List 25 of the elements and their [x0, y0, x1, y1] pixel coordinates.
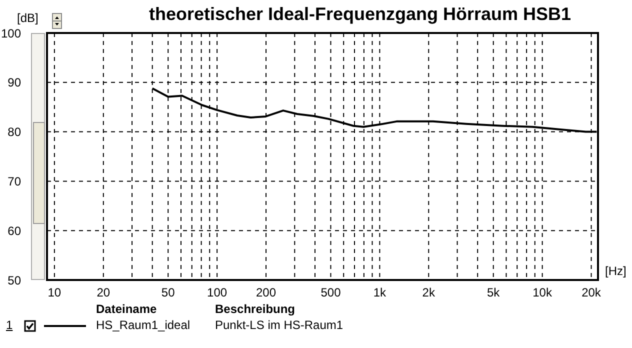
x-tick-label: 5k: [487, 286, 501, 300]
x-tick-label: 10k: [532, 286, 553, 300]
chart-title: theoretischer Ideal-Frequenzgang Hörraum HSB1: [148, 4, 572, 25]
x-tick-label: 10: [48, 286, 62, 300]
x-tick-label: 20: [96, 286, 110, 300]
y-tick-label: 50: [8, 273, 22, 288]
text: Beschreibung: [215, 302, 296, 316]
text: Dateiname: [96, 302, 157, 316]
y-tick-label: 60: [8, 224, 22, 238]
y-tick-label: 100: [0, 26, 22, 40]
text: 1: [6, 318, 13, 332]
x-tick-label: 200: [256, 286, 276, 300]
x-tick-label: 2k: [422, 286, 436, 300]
y-axis-title: [dB]: [17, 11, 38, 25]
y-tick-label: 80: [8, 125, 22, 140]
x-tick-label: 100: [207, 286, 228, 300]
x-tick-label: 1k: [373, 286, 388, 300]
x-axis-title: [Hz]: [605, 264, 626, 278]
text: Punkt-LS im HS-Raum1: [215, 318, 344, 332]
legend-label: HS_Raum1_ideal: [96, 318, 190, 332]
y-tick-label: 70: [8, 174, 22, 188]
y-tick-label: 90: [8, 76, 22, 90]
x-tick-label: 20k: [582, 286, 602, 300]
x-tick-label: 50: [161, 286, 176, 300]
x-tick-label: 500: [320, 286, 342, 300]
